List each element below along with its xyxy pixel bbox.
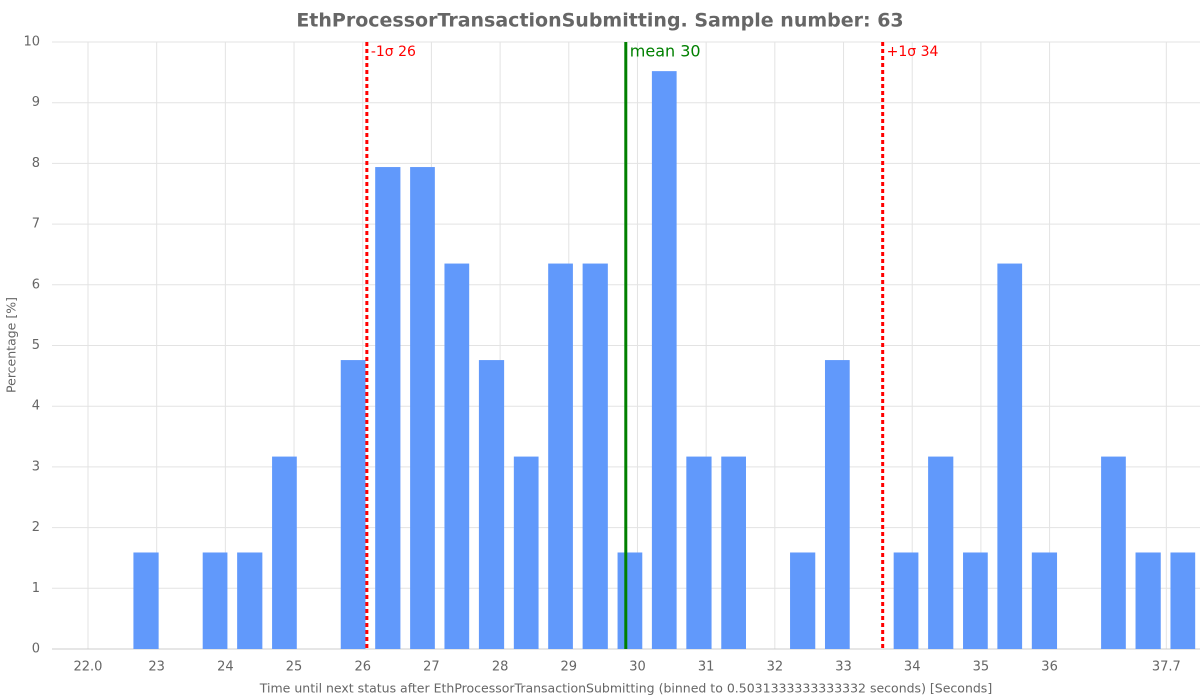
y-tick-label: 4 <box>32 399 40 414</box>
x-tick-label: 23 <box>148 660 165 675</box>
bar <box>790 552 816 649</box>
y-tick-label: 3 <box>32 459 40 474</box>
bar <box>617 552 643 649</box>
bar <box>686 456 712 649</box>
bar <box>651 71 677 650</box>
x-tick-label: 29 <box>561 660 578 675</box>
bar <box>444 263 470 649</box>
bar <box>928 456 954 649</box>
bar <box>893 552 919 649</box>
bar <box>721 456 746 649</box>
chart-title: EthProcessorTransactionSubmitting. Sampl… <box>296 10 903 32</box>
x-tick-label: 27 <box>423 660 440 675</box>
bar <box>1101 456 1126 649</box>
x-tick-label: 30 <box>629 660 646 675</box>
bar <box>202 552 228 649</box>
y-tick-label: 5 <box>32 338 40 353</box>
bar <box>963 552 988 649</box>
bar <box>997 263 1023 649</box>
y-tick-label: 9 <box>32 95 40 110</box>
x-tick-label: 33 <box>835 660 852 675</box>
bar <box>133 552 159 649</box>
bar <box>272 456 297 649</box>
x-tick-label: 32 <box>767 660 784 675</box>
x-tick-label: 22.0 <box>74 660 103 675</box>
x-tick-label: 25 <box>286 660 303 675</box>
annotation-label: mean 30 <box>630 42 701 61</box>
x-tick-label: 31 <box>698 660 715 675</box>
x-tick-label: 35 <box>973 660 990 675</box>
x-tick-label: 36 <box>1041 660 1058 675</box>
annotation-label: +1σ 34 <box>887 44 939 60</box>
y-axis-label: Percentage [%] <box>4 297 19 393</box>
bar <box>237 552 263 649</box>
x-tick-label: 37.7 <box>1152 660 1181 675</box>
bar <box>340 360 366 649</box>
x-tick-label: 28 <box>492 660 509 675</box>
annotation-label: -1σ 26 <box>371 44 416 60</box>
bar <box>410 167 435 650</box>
y-tick-label: 0 <box>32 642 40 657</box>
y-tick-label: 7 <box>32 217 40 232</box>
bar <box>1170 552 1196 649</box>
bar <box>548 263 573 649</box>
x-tick-label: 24 <box>217 660 234 675</box>
y-tick-label: 10 <box>23 35 40 50</box>
x-axis-label: Time until next status after EthProcesso… <box>259 681 992 696</box>
bar <box>1031 552 1058 649</box>
y-tick-label: 6 <box>32 277 40 292</box>
bar <box>478 360 505 649</box>
bar <box>582 263 608 649</box>
x-tick-label: 26 <box>354 660 371 675</box>
bar <box>375 167 401 650</box>
y-tick-label: 8 <box>32 156 40 171</box>
bar <box>513 456 539 649</box>
y-tick-label: 2 <box>32 520 40 535</box>
bar <box>1135 552 1161 649</box>
bar <box>824 360 850 649</box>
x-tick-label: 34 <box>904 660 921 675</box>
y-tick-label: 1 <box>32 581 40 596</box>
